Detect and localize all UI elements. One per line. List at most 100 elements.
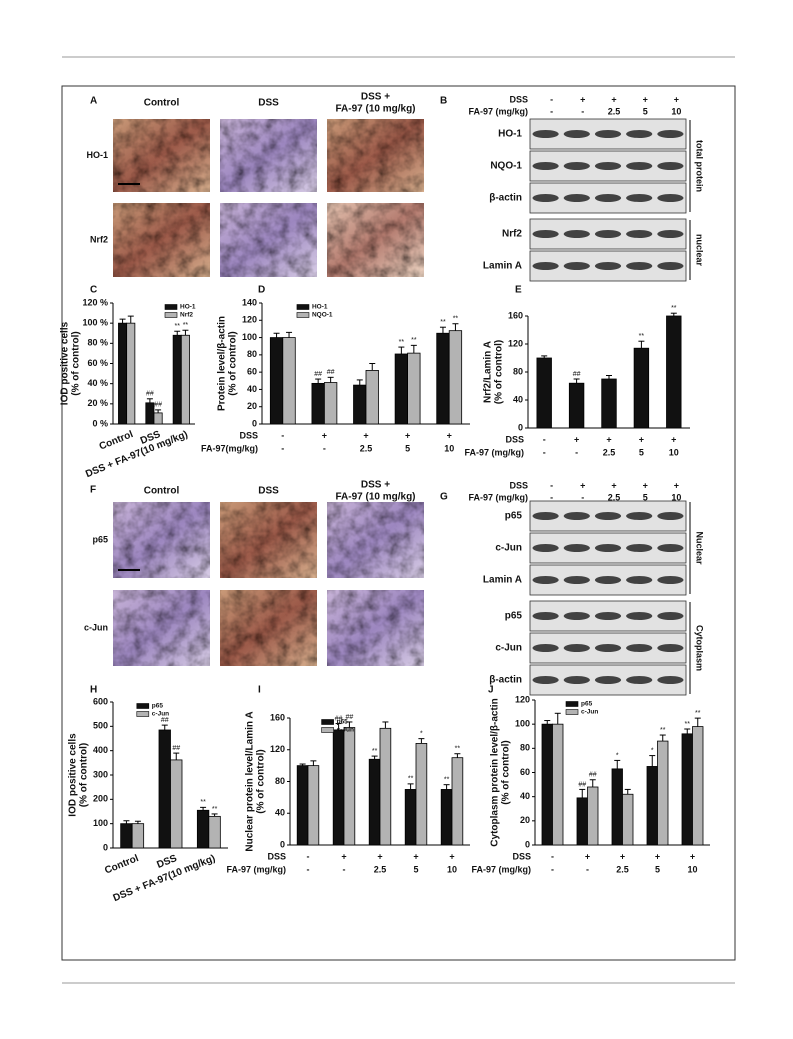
significance-mark: ** xyxy=(685,721,691,728)
blot-band xyxy=(532,644,559,652)
blot-band xyxy=(594,576,622,584)
significance-mark: ## xyxy=(146,391,154,398)
blot-band xyxy=(657,512,684,520)
condition-value: + xyxy=(674,94,679,104)
condition-value: - xyxy=(581,492,584,502)
bar xyxy=(448,330,463,425)
x-row-value: + xyxy=(585,851,590,861)
micrograph xyxy=(327,590,424,666)
blot-band xyxy=(532,230,559,238)
protein-label: p65 xyxy=(505,511,523,522)
legend-swatch xyxy=(321,719,334,725)
condition-label: DSS xyxy=(509,480,528,490)
protein-label: β-actin xyxy=(489,193,522,204)
blot-band xyxy=(532,544,559,552)
y-tick-label: 80 % xyxy=(87,338,108,348)
bar xyxy=(568,382,585,429)
blot-band xyxy=(532,612,559,620)
blot-band xyxy=(563,130,590,138)
significance-mark: ** xyxy=(440,319,446,326)
legend-label: p65 xyxy=(152,703,164,710)
y-tick-label: 100 xyxy=(515,719,530,729)
x-tick-label: Control xyxy=(103,853,140,877)
blot-band xyxy=(563,576,590,584)
x-row-label: FA-97(mg/kg) xyxy=(201,443,258,453)
blot-band xyxy=(626,576,653,584)
blot-band xyxy=(563,162,590,170)
y-tick-label: 500 xyxy=(93,721,108,731)
blot-band xyxy=(657,544,684,552)
x-row-value: - xyxy=(323,443,326,453)
blot-band xyxy=(657,194,684,202)
panel-letter: J xyxy=(488,685,494,696)
row-label: Nrf2 xyxy=(90,234,108,244)
significance-mark: ** xyxy=(408,776,414,783)
x-row-label: FA-97 (mg/kg) xyxy=(226,864,286,874)
bar xyxy=(118,322,128,425)
y-tick-label: 0 % xyxy=(92,418,108,428)
micrograph xyxy=(113,502,210,578)
y-tick-label: 140 xyxy=(242,297,257,307)
x-row-value: 2.5 xyxy=(360,443,373,453)
panel-letter: I xyxy=(258,685,261,696)
bar xyxy=(576,797,588,846)
y-axis-label: Cytoplasm protein level/β-actin xyxy=(490,698,501,846)
group-label: nuclear xyxy=(695,234,705,267)
significance-mark: ## xyxy=(573,371,581,378)
condition-value: + xyxy=(611,480,616,490)
y-tick-label: 120 % xyxy=(82,297,108,307)
group-label: total protein xyxy=(695,140,705,192)
x-row-value: + xyxy=(574,434,579,444)
legend-label: HO-1 xyxy=(180,304,196,311)
x-row-label: DSS xyxy=(267,851,286,861)
y-tick-label: 0 xyxy=(280,839,285,849)
x-row-label: DSS xyxy=(512,851,531,861)
y-tick-label: 20 xyxy=(247,401,257,411)
x-row-value: 10 xyxy=(669,447,679,457)
protein-label: p65 xyxy=(505,611,523,622)
legend-swatch xyxy=(296,304,310,310)
condition-value: - xyxy=(581,106,584,116)
blot-band xyxy=(657,576,684,584)
significance-mark: ** xyxy=(212,806,218,813)
x-tick-label: DSS + FA-97(10 mg/kg) xyxy=(84,429,189,480)
blot-band xyxy=(532,130,559,138)
y-axis-label: IOD positive cells xyxy=(68,733,79,817)
micrograph xyxy=(113,590,210,666)
legend-label: c-Jun xyxy=(152,711,169,718)
x-row-value: + xyxy=(690,851,695,861)
y-tick-label: 300 xyxy=(93,769,108,779)
condition-label: FA-97 (mg/kg) xyxy=(468,492,528,502)
blot-band xyxy=(657,262,684,270)
x-row-label: DSS xyxy=(239,430,258,440)
micrograph xyxy=(327,502,424,578)
y-tick-label: 20 xyxy=(520,815,530,825)
condition-value: + xyxy=(674,480,679,490)
micrograph xyxy=(220,502,317,578)
y-tick-label: 0 xyxy=(525,839,530,849)
protein-label: Lamin A xyxy=(483,261,522,272)
condition-label: DSS xyxy=(509,94,528,104)
legend-swatch xyxy=(136,703,150,709)
protein-label: NQO-1 xyxy=(490,161,522,172)
legend-label: NQO-1 xyxy=(312,312,333,319)
bar xyxy=(440,789,453,846)
bar xyxy=(415,743,428,846)
bar xyxy=(126,322,136,425)
bar xyxy=(587,786,599,846)
bar xyxy=(622,793,634,846)
column-header: DSS xyxy=(258,98,279,109)
blot-band xyxy=(594,512,622,520)
condition-value: + xyxy=(580,480,585,490)
blot-band xyxy=(532,194,559,202)
y-tick-label: 60 xyxy=(520,767,530,777)
blot-band xyxy=(626,644,653,652)
micrograph xyxy=(220,590,317,666)
panel-letter: G xyxy=(440,492,448,503)
blot-band xyxy=(626,194,653,202)
bar xyxy=(172,334,182,425)
blot-band xyxy=(594,130,622,138)
bar xyxy=(282,337,296,425)
blot-band xyxy=(563,612,590,620)
